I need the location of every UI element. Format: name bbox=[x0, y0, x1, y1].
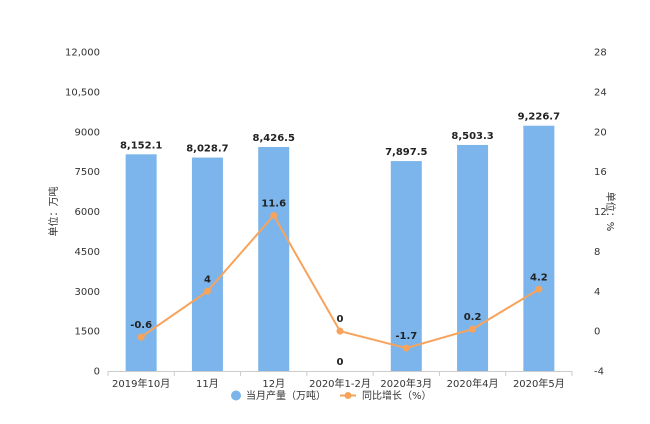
x-tick-label: 2020年5月 bbox=[513, 377, 565, 390]
y-right-tick-label: 28 bbox=[594, 48, 607, 59]
x-tick-label: 12月 bbox=[262, 378, 285, 390]
bar-value-label: 8,028.7 bbox=[186, 144, 228, 155]
line-value-label: -1.7 bbox=[395, 331, 417, 342]
legend-bar-label: 当月产量（万吨） bbox=[246, 389, 326, 402]
line-value-label: 11.6 bbox=[261, 198, 286, 209]
y-right-tick-label: -4 bbox=[594, 367, 604, 378]
legend: 当月产量（万吨） 同比增长（%） bbox=[231, 389, 432, 402]
line-point bbox=[336, 327, 344, 335]
line-value-label: -0.6 bbox=[130, 320, 152, 331]
y-left-tick-label: 4500 bbox=[75, 247, 100, 258]
bar-value-label: 8,152.1 bbox=[120, 140, 162, 151]
bar-value-label: 9,226.7 bbox=[518, 112, 560, 123]
line-point bbox=[469, 325, 477, 333]
x-tick-label: 11月 bbox=[196, 378, 219, 390]
y-left-tick-label: 0 bbox=[94, 367, 100, 378]
y-right-tick-label: 0 bbox=[594, 327, 600, 338]
x-tick-label: 2020年3月 bbox=[380, 377, 432, 390]
data-labels: 8,152.1 8,028.7 8,426.5 0 7,897.5 8,503.3 9,22… bbox=[120, 112, 560, 368]
y-left-axis-title: 单位：万吨 bbox=[47, 187, 60, 237]
x-tick-label: 2019年10月 bbox=[112, 377, 170, 390]
y-right-tick-label: 24 bbox=[594, 87, 607, 98]
y-right-tick-label: 16 bbox=[594, 167, 607, 178]
line-value-label: 4 bbox=[204, 274, 211, 285]
line-point bbox=[137, 333, 145, 341]
x-tick-label: 2020年1-2月 bbox=[309, 377, 371, 390]
bar bbox=[390, 161, 422, 371]
bar bbox=[457, 144, 489, 371]
y-left-tick-label: 9000 bbox=[75, 127, 100, 138]
legend-line-label: 同比增长（%） bbox=[362, 389, 432, 402]
y-right-tick-label: 4 bbox=[594, 287, 600, 298]
y-right-axis-title: 单位：% bbox=[604, 192, 617, 232]
y-left-tick-label: 1500 bbox=[75, 327, 100, 338]
line-point bbox=[402, 344, 410, 352]
bar bbox=[258, 146, 290, 371]
y-right-tick-label: 12 bbox=[594, 207, 607, 218]
y-left-tick-label: 6000 bbox=[75, 207, 100, 218]
line-value-label: 4.2 bbox=[530, 272, 548, 283]
legend-line-marker bbox=[344, 392, 352, 399]
line-point bbox=[535, 285, 543, 293]
y-left-tick-label: 7500 bbox=[75, 167, 100, 178]
line-series bbox=[137, 211, 543, 352]
y-right-tick-label: 20 bbox=[594, 127, 607, 138]
y-left-tick-label: 12,000 bbox=[65, 48, 100, 59]
line-value-label: 0.2 bbox=[464, 312, 482, 323]
line-value-label: 0 bbox=[337, 314, 344, 325]
line-point bbox=[270, 211, 278, 219]
bar-value-label: 8,426.5 bbox=[253, 133, 295, 144]
y-right-tick-label: 8 bbox=[594, 247, 600, 258]
bar bbox=[191, 157, 223, 371]
bar-value-label: 7,897.5 bbox=[385, 147, 427, 158]
legend-bar-marker bbox=[231, 390, 241, 401]
bar bbox=[523, 125, 555, 371]
axes: 0 1500 3000 4500 6000 7500 9000 10,500 12,000 -4 0… bbox=[47, 48, 617, 391]
bar-series bbox=[125, 125, 555, 371]
y-left-tick-label: 3000 bbox=[75, 287, 100, 298]
x-tick-label: 2020年4月 bbox=[447, 377, 499, 390]
bar-value-label: 8,503.3 bbox=[451, 131, 493, 142]
line-point bbox=[203, 287, 211, 295]
bar-value-label: 0 bbox=[337, 357, 344, 368]
y-left-tick-label: 10,500 bbox=[65, 87, 100, 98]
